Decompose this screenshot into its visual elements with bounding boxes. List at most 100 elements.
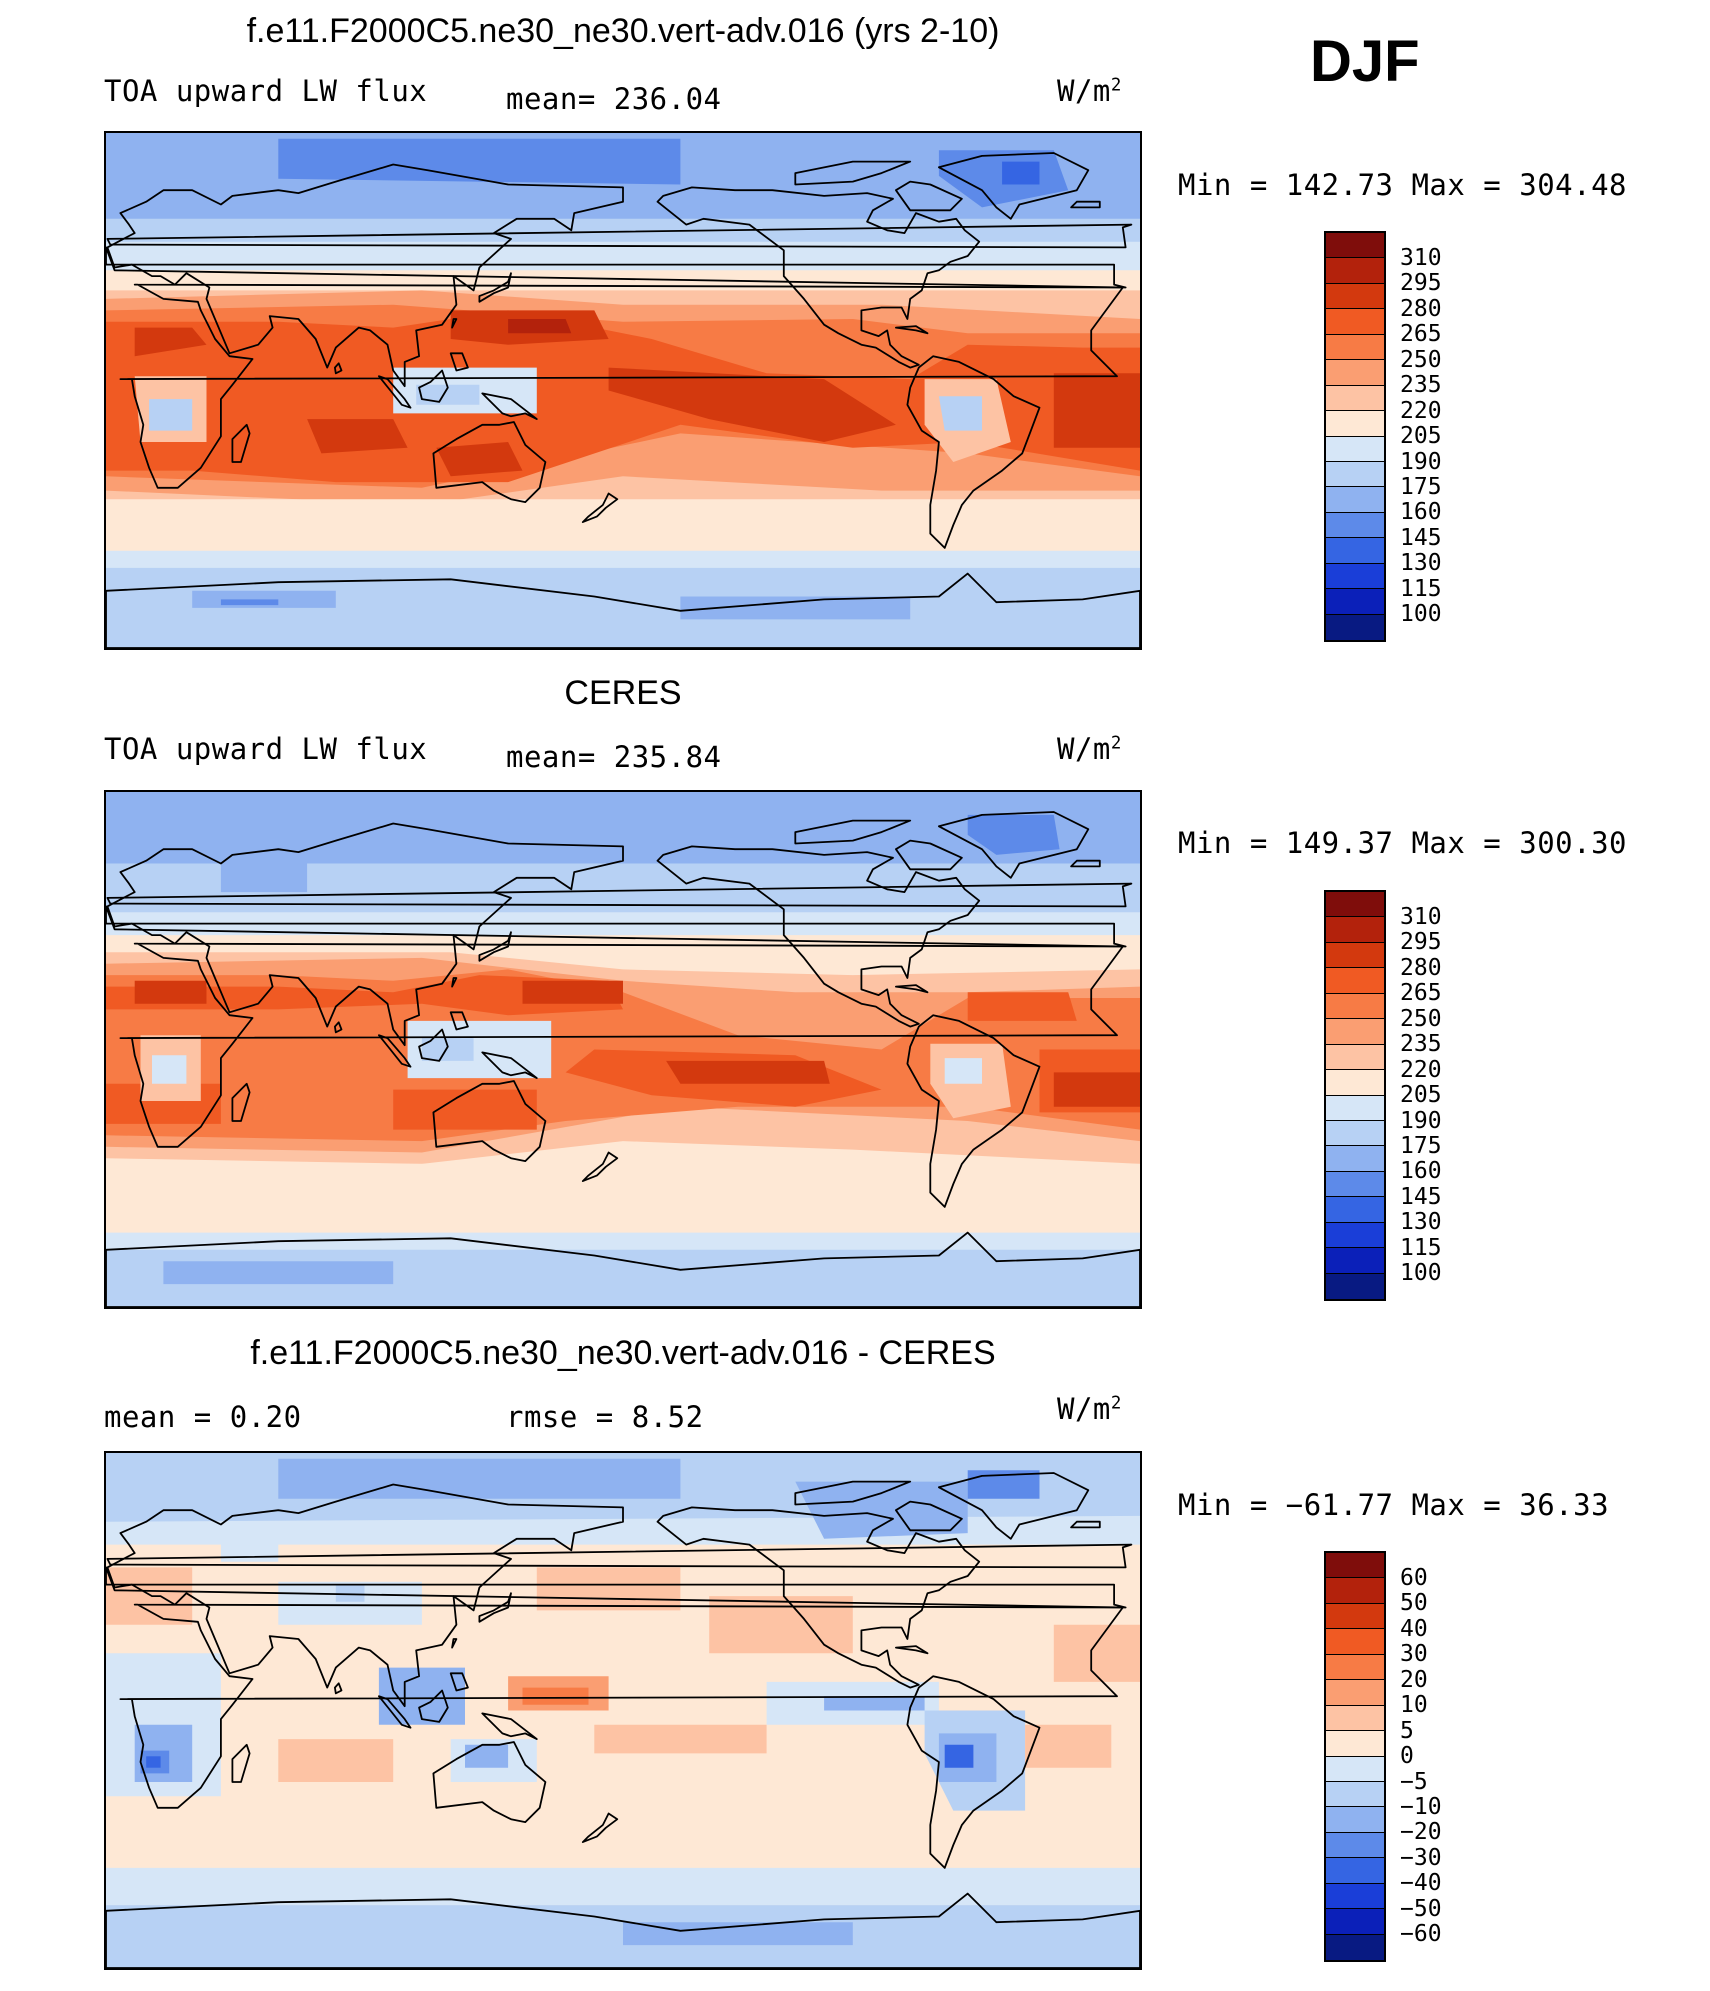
colorbar-swatch	[1326, 1934, 1384, 1960]
colorbar-tick-label: 220	[1400, 1056, 1442, 1083]
coastline	[378, 375, 412, 409]
panel-3-map	[104, 1451, 1142, 1970]
colorbar-tick-label: 190	[1400, 1107, 1442, 1134]
coastline	[119, 1603, 1124, 1809]
coastline	[581, 1812, 619, 1843]
coastline	[895, 1500, 963, 1532]
coastline	[478, 931, 512, 962]
panel-3-mean-label: mean = 0.20	[104, 1400, 302, 1434]
contour-region	[421, 1038, 474, 1061]
coastline	[106, 572, 1140, 648]
coastline	[449, 1672, 469, 1692]
contour-region	[594, 1724, 767, 1754]
coastline	[106, 822, 624, 1047]
coastline	[106, 163, 624, 388]
coastline	[418, 1028, 449, 1062]
colorbar-swatch	[1326, 334, 1384, 361]
contour-region	[163, 1261, 394, 1285]
panel-2-units: W/m2	[1057, 732, 1122, 766]
colorbar-swatch	[1326, 1248, 1384, 1274]
contour-field	[106, 133, 1140, 648]
coastline	[794, 160, 912, 186]
panel-1-map	[104, 131, 1142, 650]
colorbar-tick-label: 100	[1400, 1260, 1442, 1287]
panel-1-variable-label: TOA upward LW flux	[104, 74, 428, 108]
contour-region	[508, 319, 572, 334]
colorbar-swatch	[1326, 1629, 1384, 1655]
contour-region	[106, 550, 1140, 574]
colorbar-swatch	[1326, 1095, 1384, 1121]
contour-region	[146, 1756, 161, 1768]
coastline	[106, 1231, 1140, 1307]
coastline	[106, 882, 1133, 908]
coastline	[106, 223, 1133, 249]
contour-region	[1053, 1624, 1140, 1682]
colorbar-swatch	[1326, 1197, 1384, 1223]
coastline	[432, 1741, 547, 1823]
colorbar-swatch	[1326, 1909, 1384, 1935]
panel-1-colorbar-labels: 310 295 280 265 250 235 220 205 190 175 160 145 130 1…	[1400, 245, 1442, 628]
colorbar-tick-label: 235	[1400, 1031, 1442, 1058]
colorbar-tick-label: 250	[1400, 346, 1442, 373]
colorbar-tick-label: 5	[1400, 1717, 1414, 1744]
panel-1-colorbar	[1324, 231, 1386, 642]
contour-region	[967, 1470, 1040, 1499]
contour-region	[522, 980, 623, 1004]
coastline	[334, 1021, 343, 1034]
contour-region	[106, 499, 1140, 548]
colorbar-tick-label: 295	[1400, 929, 1442, 956]
colorbar-tick-label: 205	[1400, 1082, 1442, 1109]
contour-region	[106, 1567, 193, 1625]
coastline	[794, 819, 912, 845]
contour-region	[220, 1521, 279, 1562]
coastline	[432, 421, 547, 503]
colorbar-tick-label: 175	[1400, 1132, 1442, 1159]
coastline	[656, 845, 981, 1028]
contour-region	[522, 1687, 589, 1705]
contour-region	[1053, 1072, 1140, 1107]
coastline	[231, 1082, 251, 1122]
colorbar-tick-label: 145	[1400, 1183, 1442, 1210]
contour-region	[680, 596, 911, 620]
colorbar-swatch	[1326, 1273, 1384, 1299]
coastline	[1070, 1520, 1101, 1529]
contour-region	[938, 396, 982, 431]
colorbar-tick-label: 10	[1400, 1692, 1428, 1719]
contour-region	[795, 1481, 968, 1539]
colorbar-swatch	[1326, 968, 1384, 994]
colorbar-tick-label: 265	[1400, 321, 1442, 348]
panel-2-colorbar	[1324, 890, 1386, 1301]
coastline	[938, 1472, 1090, 1540]
colorbar-swatch	[1326, 1553, 1384, 1579]
contour-region	[134, 327, 207, 357]
panel-1-mean-label: mean= 236.04	[506, 82, 722, 116]
contour-region	[967, 814, 1060, 855]
colorbar-swatch	[1326, 1705, 1384, 1732]
coastline	[418, 1689, 449, 1723]
colorbar-swatch	[1326, 589, 1384, 615]
panel-3-title: f.e11.F2000C5.ne30_ne30.vert-adv.016 - C…	[250, 1334, 996, 1372]
contour-region	[1002, 161, 1040, 185]
coastline	[481, 1051, 538, 1079]
contour-region	[220, 599, 279, 606]
panel-2-map-svg	[106, 792, 1140, 1307]
colorbar-swatch	[1326, 283, 1384, 310]
coastline	[581, 1151, 619, 1182]
colorbar-swatch	[1326, 942, 1384, 969]
coastline	[449, 1011, 469, 1031]
colorbar-tick-label: 160	[1400, 499, 1442, 526]
colorbar-swatch	[1326, 1756, 1384, 1782]
contour-region	[944, 1744, 974, 1768]
coastline	[432, 1080, 547, 1162]
contour-region	[608, 367, 896, 442]
contour-region	[152, 1055, 187, 1084]
coastline	[1070, 200, 1101, 209]
colorbar-tick-label: 190	[1400, 448, 1442, 475]
colorbar-swatch	[1326, 993, 1384, 1020]
contour-region	[278, 1458, 681, 1499]
coastline	[106, 246, 1127, 289]
colorbar-tick-label: −50	[1400, 1895, 1442, 1922]
contour-region	[436, 442, 523, 477]
contour-region	[220, 849, 308, 893]
panel-3-colorbar	[1324, 1551, 1386, 1962]
